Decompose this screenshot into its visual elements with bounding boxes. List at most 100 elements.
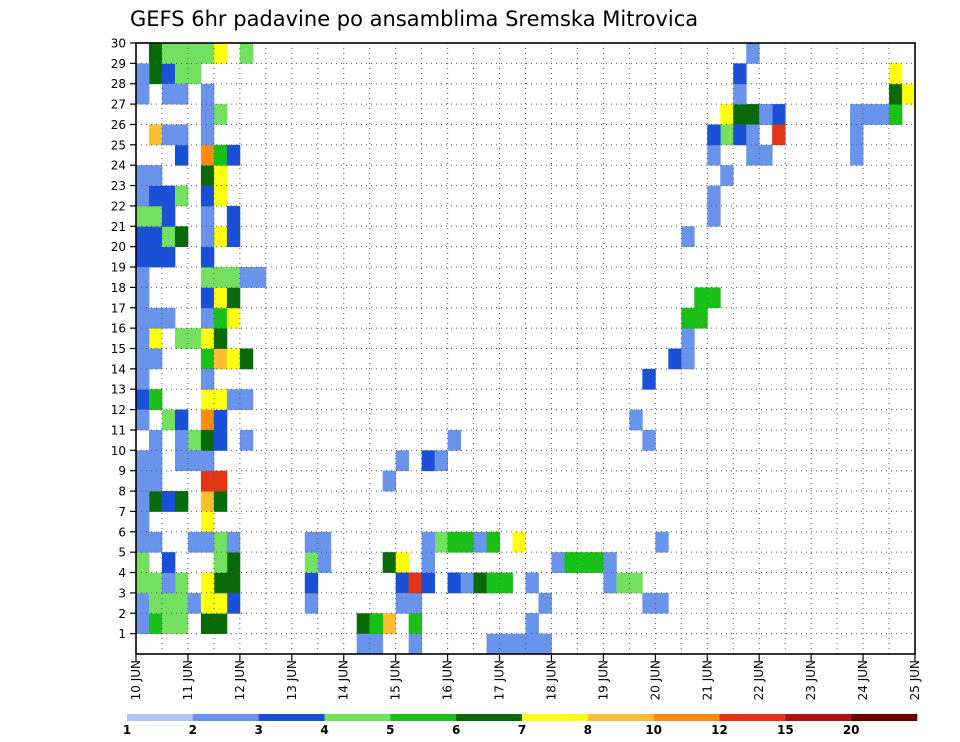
y-tick-label: 11 <box>111 423 126 437</box>
heatmap-cell <box>460 531 474 553</box>
x-tick-label: 25 JUN <box>908 660 922 700</box>
colorbar-swatch <box>719 714 786 721</box>
heatmap-cell <box>226 307 241 329</box>
heatmap-cell <box>136 165 150 186</box>
heatmap-cell <box>603 572 617 594</box>
heatmap-cell <box>889 83 903 105</box>
colorbar-label: 6 <box>452 723 460 737</box>
x-tick-label: 16 JUN <box>441 660 455 700</box>
heatmap-cell <box>213 287 228 309</box>
heatmap-cell <box>136 348 150 370</box>
heatmap-cell <box>213 531 228 553</box>
heatmap-cell <box>136 531 150 553</box>
heatmap-cell <box>382 613 397 635</box>
heatmap-cell <box>148 389 163 410</box>
heatmap-cell <box>187 450 202 472</box>
heatmap-cell <box>733 63 747 85</box>
heatmap-cell <box>421 450 436 472</box>
heatmap-cell <box>136 470 150 492</box>
heatmap-cell <box>148 226 163 248</box>
x-tick-label: 10 JUN <box>129 660 143 700</box>
y-tick-label: 24 <box>111 159 126 173</box>
heatmap-cell <box>395 450 410 472</box>
heatmap-cell <box>356 613 371 635</box>
heatmap-cell <box>434 450 448 472</box>
heatmap-cell <box>200 613 215 635</box>
heatmap-cell <box>200 104 215 125</box>
heatmap-cell <box>174 43 189 64</box>
x-tick-label: 23 JUN <box>804 660 818 700</box>
y-tick-label: 29 <box>111 57 126 71</box>
heatmap-cell <box>200 144 215 166</box>
heatmap-cell <box>525 572 539 594</box>
heatmap-cell <box>200 226 215 248</box>
y-tick-label: 19 <box>111 261 126 275</box>
heatmap-cell <box>304 552 319 573</box>
heatmap-cell <box>187 531 202 553</box>
heatmap-cell <box>148 124 163 146</box>
heatmap-cell <box>226 531 241 553</box>
heatmap-cell <box>460 572 474 594</box>
heatmap-cell <box>148 307 163 329</box>
heatmap-cell <box>161 613 176 635</box>
heatmap-cell <box>850 144 864 166</box>
heatmap-cell <box>136 267 150 288</box>
x-tick-label: 13 JUN <box>285 660 299 700</box>
heatmap-cell <box>512 633 526 655</box>
heatmap-cell <box>213 552 228 573</box>
heatmap-cell <box>707 205 721 227</box>
colorbar-swatch <box>785 714 852 721</box>
heatmap-cell <box>213 348 228 370</box>
heatmap-cell <box>174 144 189 166</box>
y-tick-label: 15 <box>111 342 126 356</box>
heatmap-cell <box>421 531 436 553</box>
y-tick-label: 28 <box>111 77 126 91</box>
heatmap-cell <box>486 633 500 655</box>
y-tick-label: 18 <box>111 281 126 295</box>
heatmap-cell <box>876 104 890 125</box>
heatmap-cell <box>694 307 708 329</box>
heatmap-cell <box>642 429 656 451</box>
heatmap-cell <box>213 226 228 248</box>
heatmap-cell <box>136 63 150 85</box>
colorbar-swatch <box>522 714 589 721</box>
heatmap-cell <box>655 531 669 553</box>
heatmap-cell <box>161 246 176 268</box>
heatmap-cell <box>681 226 695 248</box>
heatmap-cell <box>434 531 448 553</box>
heatmap-cell <box>187 63 202 85</box>
colorbar-swatch <box>456 714 523 721</box>
x-tick-label: 24 JUN <box>856 660 870 700</box>
heatmap-cell <box>161 124 176 146</box>
heatmap-cell <box>136 185 150 207</box>
heatmap-cell <box>772 124 786 146</box>
heatmap-cell <box>473 531 487 553</box>
heatmap-cell <box>408 633 423 655</box>
heatmap-cell <box>187 43 202 64</box>
x-tick-label: 19 JUN <box>596 660 610 700</box>
heatmap-cell <box>239 43 254 64</box>
heatmap-cell <box>174 328 189 349</box>
heatmap-cell <box>161 552 176 573</box>
y-tick-label: 9 <box>118 464 126 478</box>
heatmap-cell <box>512 531 526 553</box>
heatmap-cell <box>200 368 215 390</box>
heatmap-cell <box>226 144 241 166</box>
heatmap-cells <box>136 43 916 655</box>
heatmap-cell <box>200 267 215 288</box>
heatmap-cell <box>603 552 617 573</box>
heatmap-cell <box>213 409 228 431</box>
heatmap-cell <box>200 124 215 146</box>
heatmap-cell <box>707 287 721 309</box>
heatmap-cell <box>148 531 163 553</box>
heatmap-cell <box>226 287 241 309</box>
heatmap-cell <box>538 592 552 614</box>
heatmap-cell <box>226 205 241 227</box>
heatmap-cell <box>200 348 215 370</box>
colorbar-label: 4 <box>320 723 328 737</box>
colorbar-swatch <box>127 714 194 721</box>
heatmap-cell <box>759 104 773 125</box>
chart-title: GEFS 6hr padavine po ansamblima Sremska … <box>130 7 698 31</box>
heatmap-cell <box>200 409 215 431</box>
heatmap-cell <box>226 226 241 248</box>
